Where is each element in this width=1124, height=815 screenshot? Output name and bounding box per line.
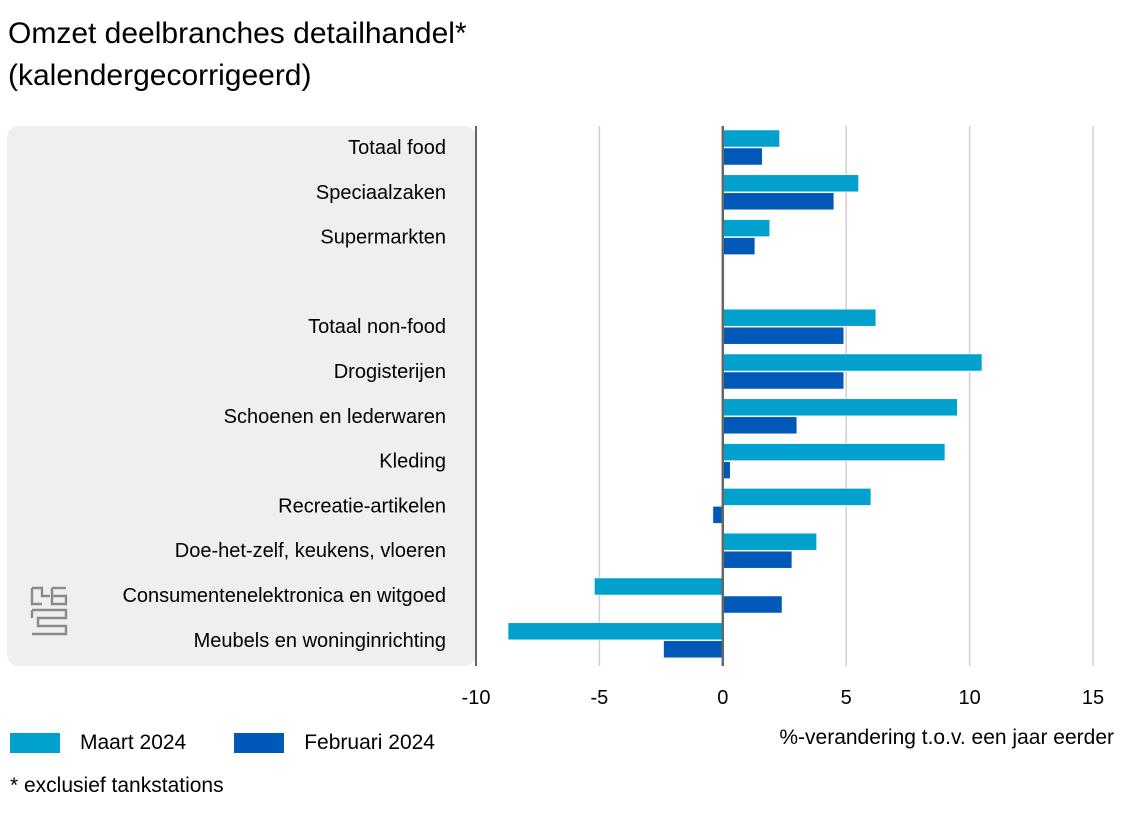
legend-item-februari: Februari 2024: [234, 731, 435, 755]
bar-februari: [722, 371, 844, 390]
legend-item-maart: Maart 2024: [10, 731, 186, 755]
category-label: Kleding: [379, 451, 446, 473]
label-panel: [7, 126, 476, 666]
category-label: Schoenen en lederwaren: [224, 406, 446, 428]
bar-chart: Totaal food Speciaalzaken Supermarkten Tota…: [7, 126, 1105, 709]
legend: Maart 2024 Februari 2024: [10, 728, 483, 758]
category-label: Meubels en woninginrichting: [194, 630, 446, 652]
grid-lines: [475, 126, 1094, 666]
bar-maart: [722, 219, 770, 237]
bar-maart: [594, 577, 724, 596]
bar-maart: [722, 443, 946, 461]
category-label: Doe-het-zelf, keukens, vloeren: [175, 540, 446, 562]
bar-februari: [722, 416, 798, 435]
bar-maart: [722, 174, 859, 193]
category-label: Supermarkten: [320, 227, 446, 249]
legend-swatch-maart: [10, 733, 60, 753]
category-labels: Totaal food Speciaalzaken Supermarkten Tota…: [122, 137, 446, 652]
legend-swatch-februari: [234, 733, 285, 753]
category-label: Totaal non-food: [308, 316, 446, 338]
bar-maart: [722, 353, 983, 372]
bar-februari: [722, 550, 793, 569]
bar-februari: [722, 192, 835, 211]
x-axis-title: %-verandering t.o.v. een jaar eerder: [779, 726, 1114, 749]
cbs-logo: [30, 586, 68, 636]
category-label: Totaal food: [348, 137, 446, 159]
legend-label-maart: Maart 2024: [80, 731, 187, 754]
x-tick-label: 15: [1082, 687, 1104, 709]
x-tick-label: 0: [717, 687, 728, 709]
x-tick-labels: -10 -5 0 5 10 15: [462, 687, 1105, 709]
x-tick-label: -10: [462, 687, 491, 709]
x-tick-label: 10: [958, 687, 980, 709]
bar-maart: [722, 398, 958, 417]
legend-label-februari: Februari 2024: [304, 731, 435, 754]
bar-februari: [712, 506, 724, 524]
footnote: * exclusief tankstations: [10, 774, 224, 797]
x-tick-label: -5: [591, 687, 609, 709]
category-label: Speciaalzaken: [316, 182, 446, 204]
category-label: Consumentenelektronica en witgoed: [122, 585, 446, 607]
category-label: Drogisterijen: [334, 361, 446, 383]
x-tick-label: 5: [841, 687, 852, 709]
bar-februari: [722, 326, 844, 345]
bar-maart: [507, 622, 724, 641]
bar-maart: [722, 532, 817, 551]
bar-februari: [722, 147, 763, 166]
category-label: Recreatie-artikelen: [278, 495, 446, 517]
bar-februari: [722, 237, 756, 255]
bar-februari: [722, 595, 783, 614]
chart-subtitle: (kalendergecorrigeerd): [8, 59, 312, 92]
bar-maart: [722, 488, 872, 506]
bars: [507, 126, 983, 666]
bar-maart: [722, 308, 877, 327]
bar-maart: [722, 129, 780, 148]
chart-title: Omzet deelbranches detailhandel*: [8, 17, 467, 50]
bar-februari: [663, 640, 724, 659]
